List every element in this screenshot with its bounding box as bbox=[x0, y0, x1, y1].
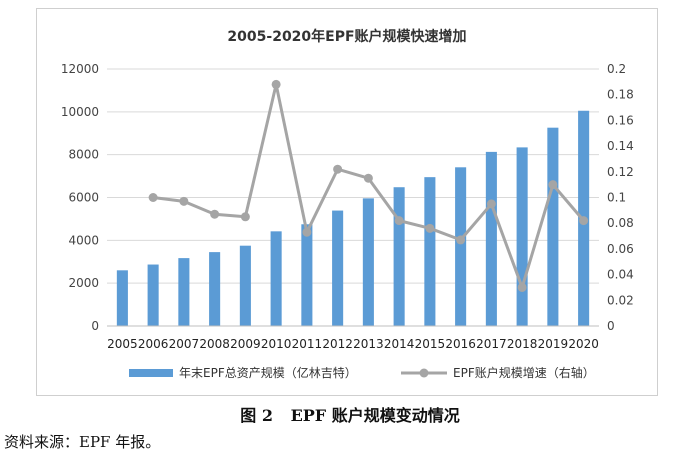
bar-2009 bbox=[239, 245, 251, 326]
growth-point-2015 bbox=[425, 223, 435, 233]
y-left-tick-label: 12000 bbox=[61, 62, 99, 76]
y-right-tick-label: 0 bbox=[607, 319, 615, 333]
y-left-tick-label: 6000 bbox=[68, 191, 99, 205]
y-left-tick-label: 0 bbox=[91, 319, 99, 333]
bar-2017 bbox=[485, 151, 497, 326]
x-tick-label: 2019 bbox=[538, 337, 569, 351]
x-tick-label: 2013 bbox=[353, 337, 384, 351]
x-tick-label: 2011 bbox=[292, 337, 323, 351]
x-tick-label: 2012 bbox=[322, 337, 353, 351]
growth-point-2009 bbox=[240, 212, 250, 222]
x-tick-label: 2018 bbox=[507, 337, 538, 351]
bar-2010 bbox=[270, 231, 282, 326]
y-right-tick-label: 0.02 bbox=[607, 293, 634, 307]
y-right-tick-label: 0.2 bbox=[607, 62, 626, 76]
bar-2013 bbox=[362, 198, 374, 326]
bar-2019 bbox=[547, 127, 559, 326]
figure-caption: 图 2 EPF 账户规模变动情况 bbox=[0, 402, 700, 426]
x-tick-label: 2006 bbox=[138, 337, 169, 351]
x-tick-label: 2009 bbox=[230, 337, 261, 351]
x-tick-label: 2017 bbox=[476, 337, 507, 351]
growth-point-2013 bbox=[363, 173, 373, 183]
legend-label-bar: 年末EPF总资产规模（亿林吉特） bbox=[179, 365, 357, 380]
x-tick-label: 2014 bbox=[384, 337, 415, 351]
bar-2011 bbox=[301, 224, 313, 326]
growth-point-2016 bbox=[456, 235, 466, 245]
bar-2016 bbox=[455, 167, 467, 326]
growth-point-2012 bbox=[333, 164, 343, 174]
y-left-tick-label: 4000 bbox=[68, 233, 99, 247]
chart-frame: 0 2000 4000 6000 8000 10000 12000 0 0.02 0.04 0.06… bbox=[36, 8, 658, 396]
growth-point-2007 bbox=[179, 196, 189, 206]
chart-svg: 0 2000 4000 6000 8000 10000 12000 0 0.02 0.04 0.06… bbox=[61, 28, 634, 380]
bar-2018 bbox=[516, 147, 528, 326]
y-right-tick-label: 0.14 bbox=[607, 139, 634, 153]
y-left-tick-label: 2000 bbox=[68, 276, 99, 290]
chart-title: 2005-2020年EPF账户规模快速增加 bbox=[227, 28, 466, 45]
legend-swatch-bar bbox=[129, 369, 173, 377]
growth-point-2014 bbox=[394, 216, 404, 226]
x-tick-label: 2010 bbox=[261, 337, 292, 351]
source-note: 资料来源：EPF 年报。 bbox=[4, 433, 161, 451]
growth-point-2017 bbox=[486, 199, 496, 209]
bar-2014 bbox=[393, 187, 405, 326]
y-right-tick-label: 0.04 bbox=[607, 268, 634, 282]
x-tick-label: 2005 bbox=[107, 337, 138, 351]
x-tick-label: 2015 bbox=[415, 337, 446, 351]
y-left-tick-label: 8000 bbox=[68, 148, 99, 162]
y-left-tick-label: 10000 bbox=[61, 105, 99, 119]
growth-point-2008 bbox=[210, 209, 220, 219]
growth-point-2006 bbox=[148, 193, 158, 202]
growth-point-2019 bbox=[548, 180, 558, 190]
x-tick-label: 2008 bbox=[199, 337, 230, 351]
legend-label-line: EPF账户规模增速（右轴） bbox=[453, 365, 595, 380]
x-tick-label: 2007 bbox=[169, 337, 200, 351]
figure-label: 图 2 bbox=[240, 406, 273, 425]
y-right-tick-label: 0.06 bbox=[607, 242, 634, 256]
legend-marker-line bbox=[419, 368, 429, 378]
bar-2006 bbox=[147, 264, 159, 326]
y-right-tick-label: 0.16 bbox=[607, 113, 634, 127]
x-tick-label: 2020 bbox=[568, 337, 599, 351]
y-right-tick-label: 0.08 bbox=[607, 216, 634, 230]
y-right-tick-label: 0.12 bbox=[607, 165, 634, 179]
figure-caption-text: EPF 账户规模变动情况 bbox=[290, 406, 460, 425]
bar-2005 bbox=[116, 270, 128, 326]
bar-2012 bbox=[332, 210, 344, 326]
bar-2007 bbox=[178, 258, 190, 326]
growth-point-2020 bbox=[579, 216, 589, 226]
bar-2008 bbox=[209, 252, 221, 326]
x-tick-label: 2016 bbox=[445, 337, 476, 351]
bar-2015 bbox=[424, 177, 436, 326]
growth-point-2011 bbox=[302, 227, 312, 237]
growth-point-2010 bbox=[271, 79, 281, 89]
growth-point-2018 bbox=[517, 282, 527, 292]
y-right-tick-label: 0.1 bbox=[607, 191, 626, 205]
y-right-tick-label: 0.18 bbox=[607, 88, 634, 102]
